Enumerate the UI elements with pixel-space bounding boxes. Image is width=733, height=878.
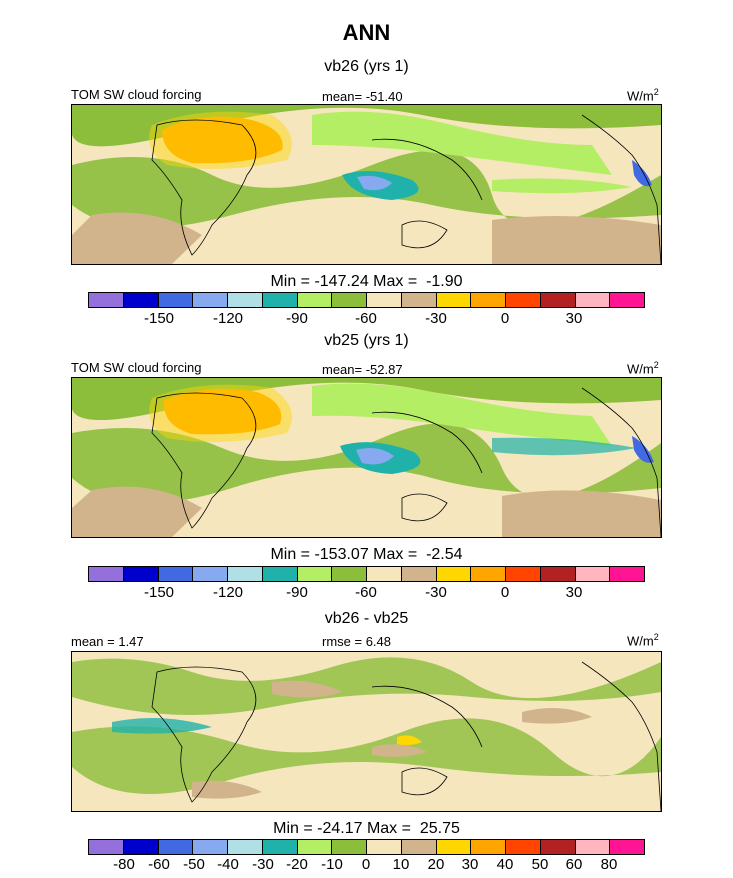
colorbar-1-tick: -120 <box>212 310 244 327</box>
colorbar-3-swatch <box>471 840 506 854</box>
colorbar-3-tick: 0 <box>361 856 371 873</box>
figure-title: ANN <box>342 20 391 45</box>
colorbar-3-swatch <box>401 840 437 854</box>
colorbar-2-swatch <box>332 567 367 581</box>
colorbar-2-swatch <box>610 567 644 581</box>
colorbar-2-swatch <box>89 567 124 581</box>
colorbar-2-swatch <box>367 567 402 581</box>
colorbar-2-tick: 0 <box>500 584 510 601</box>
panel2-variable-label: TOM SW cloud forcing <box>71 360 202 375</box>
colorbar-3-swatch <box>436 840 472 854</box>
colorbar-2-swatch <box>297 567 333 581</box>
colorbar-2-swatch <box>193 567 228 581</box>
panel3-minmax: Min = -24.17 Max = 25.75 <box>273 820 460 837</box>
colorbar-3-tick: 20 <box>427 856 445 873</box>
colorbar-3-tick: -60 <box>148 856 170 873</box>
colorbar-3-tick: -30 <box>252 856 274 873</box>
colorbar-3-swatch <box>193 840 228 854</box>
colorbar-3-tick: 50 <box>531 856 549 873</box>
colorbar-2-swatch <box>506 567 541 581</box>
colorbar-2-tick: -150 <box>143 584 175 601</box>
colorbar-1-swatch <box>228 293 263 307</box>
panel3-subtitle: vb26 - vb25 <box>324 610 409 627</box>
panel1-units: W/m2 <box>627 87 659 104</box>
colorbar-3-swatch <box>332 840 367 854</box>
colorbar-3-tick: 60 <box>565 856 583 873</box>
colorbar-3-swatch <box>123 840 159 854</box>
colorbar-3-swatch <box>610 840 644 854</box>
panel2-mean-label: mean= -52.87 <box>322 362 403 377</box>
panel2-subtitle: vb25 (yrs 1) <box>324 332 409 349</box>
colorbar-1-swatch <box>471 293 506 307</box>
colorbar-2-swatch <box>401 567 437 581</box>
colorbar-3-swatch <box>506 840 541 854</box>
panel3-mean-label: mean = 1.47 <box>71 634 144 649</box>
colorbar-1-swatch <box>123 293 159 307</box>
colorbar-3-tick: 10 <box>392 856 410 873</box>
colorbar-1-swatch <box>158 293 194 307</box>
colorbar-1-tick: -60 <box>355 310 377 327</box>
colorbar-1-swatch <box>575 293 611 307</box>
colorbar-3-swatch <box>540 840 576 854</box>
colorbar-2-tick: -60 <box>355 584 377 601</box>
colorbar-1-tick: 0 <box>500 310 510 327</box>
colorbar-3-swatch <box>297 840 333 854</box>
colorbar-1-swatch <box>436 293 472 307</box>
colorbar-1-tick: -30 <box>425 310 447 327</box>
colorbar-3-swatch <box>367 840 402 854</box>
colorbar-3-tick: 80 <box>600 856 618 873</box>
panel1-mean-label: mean= -51.40 <box>322 89 403 104</box>
colorbar-3-tick: -40 <box>217 856 239 873</box>
panel3-units: W/m2 <box>627 632 659 649</box>
colorbar-2-tick: -30 <box>425 584 447 601</box>
colorbar-1-swatch <box>193 293 228 307</box>
colorbar-2-tick: 30 <box>565 584 583 601</box>
colorbar-3-swatch <box>158 840 194 854</box>
colorbar-3-tick: -20 <box>286 856 308 873</box>
colorbar-2 <box>88 566 645 582</box>
panel3-rmse-label: rmse = 6.48 <box>322 634 392 649</box>
colorbar-1-tick: 30 <box>565 310 583 327</box>
panel1-variable-label: TOM SW cloud forcing <box>71 87 202 102</box>
colorbar-2-swatch <box>471 567 506 581</box>
colorbar-3-swatch <box>89 840 124 854</box>
colorbar-1-swatch <box>610 293 644 307</box>
colorbar-3-tick: -50 <box>183 856 205 873</box>
colorbar-2-swatch <box>540 567 576 581</box>
colorbar-1-swatch <box>262 293 298 307</box>
panel2-minmax: Min = -153.07 Max = -2.54 <box>270 546 463 563</box>
colorbar-3 <box>88 839 645 855</box>
colorbar-2-swatch <box>436 567 472 581</box>
colorbar-3-swatch <box>228 840 263 854</box>
colorbar-3-swatch <box>262 840 298 854</box>
colorbar-1-tick: -90 <box>286 310 308 327</box>
panel2-units: W/m2 <box>627 360 659 377</box>
colorbar-1-swatch <box>297 293 333 307</box>
panel2-map <box>71 377 662 538</box>
colorbar-2-swatch <box>575 567 611 581</box>
panel1-minmax: Min = -147.24 Max = -1.90 <box>270 273 463 290</box>
colorbar-1-swatch <box>332 293 367 307</box>
colorbar-2-swatch <box>158 567 194 581</box>
colorbar-1-swatch <box>506 293 541 307</box>
colorbar-3-tick: -10 <box>321 856 343 873</box>
colorbar-1-tick: -150 <box>143 310 175 327</box>
colorbar-3-tick: 40 <box>496 856 514 873</box>
colorbar-3-tick: -80 <box>113 856 135 873</box>
panel1-map <box>71 104 662 265</box>
colorbar-1-swatch <box>401 293 437 307</box>
colorbar-1-swatch <box>540 293 576 307</box>
colorbar-2-tick: -120 <box>212 584 244 601</box>
colorbar-2-swatch <box>123 567 159 581</box>
panel3-map <box>71 651 662 812</box>
colorbar-2-swatch <box>228 567 263 581</box>
colorbar-3-tick: 30 <box>461 856 479 873</box>
panel1-subtitle: vb26 (yrs 1) <box>324 58 409 75</box>
colorbar-1 <box>88 292 645 308</box>
colorbar-2-swatch <box>262 567 298 581</box>
colorbar-1-swatch <box>367 293 402 307</box>
colorbar-2-tick: -90 <box>286 584 308 601</box>
colorbar-3-swatch <box>575 840 611 854</box>
colorbar-1-swatch <box>89 293 124 307</box>
